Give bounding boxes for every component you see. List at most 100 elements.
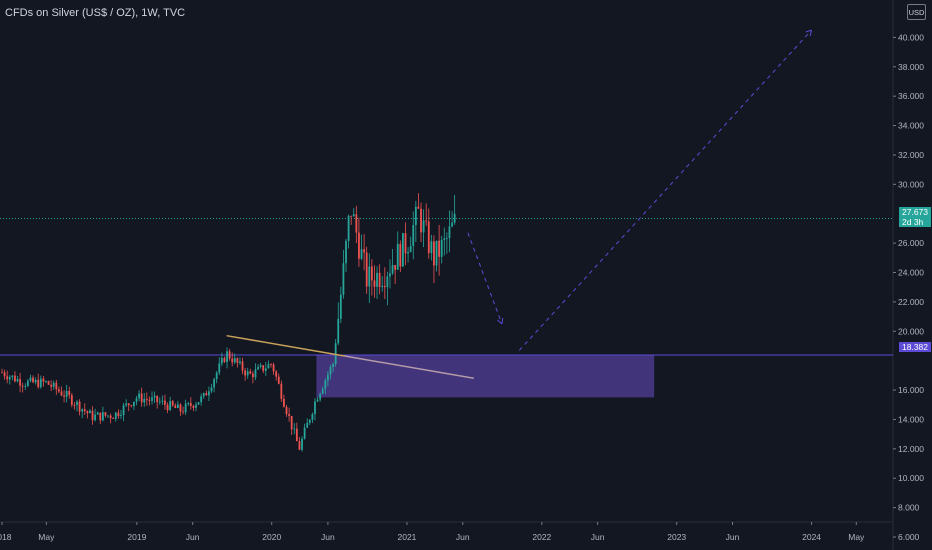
candle-body [8, 377, 11, 380]
candle-body [91, 410, 94, 421]
candle-body [368, 266, 371, 287]
candle-body [184, 403, 187, 413]
demand-zone-group [316, 355, 655, 398]
candle-body [114, 412, 117, 419]
candle-body [226, 351, 228, 362]
candle-body [37, 379, 40, 388]
candle-body [259, 365, 262, 367]
candle-body [120, 415, 122, 416]
candle-body [153, 395, 156, 398]
candle-body [402, 233, 404, 267]
price-tick-label: 36.000 [898, 91, 924, 101]
candle-body [26, 380, 29, 386]
candle-body [283, 398, 285, 407]
candle-body [358, 232, 360, 259]
candle-body [83, 409, 86, 412]
candle-body [50, 384, 53, 387]
candle-body [321, 388, 324, 394]
last-price-value: 27.673 [902, 207, 928, 217]
candle-body [391, 265, 394, 274]
candle-body [3, 372, 6, 377]
candle-body [427, 221, 430, 254]
time-axis[interactable]: 2018 May 2019 Jun 2020 Jun 2021 Jun 2022 Jun 2023 J… [0, 522, 865, 542]
candle-body [138, 393, 140, 399]
candle-body [334, 343, 337, 364]
candle-body [337, 318, 340, 344]
candle-body [332, 363, 334, 368]
currency-button[interactable]: USD [907, 4, 926, 20]
time-tick-label: Jun [591, 532, 605, 542]
candle-body [63, 395, 65, 397]
candle-body [143, 398, 146, 403]
bar-countdown: 2d 3h [902, 217, 924, 227]
candle-body [236, 358, 239, 363]
candle-body [453, 213, 456, 223]
demand-zone-rect[interactable] [316, 355, 655, 398]
candle-body [78, 401, 81, 412]
candle-body [223, 357, 226, 362]
candle-body [215, 372, 218, 380]
candle-body [34, 379, 37, 383]
candle-body [76, 401, 78, 406]
price-tick-label: 8.000 [898, 503, 920, 513]
candle-body [158, 401, 161, 403]
candle-body [345, 240, 347, 264]
time-tick-label: Jun [186, 532, 200, 542]
time-tick-label: 2021 [398, 532, 417, 542]
candle-body [42, 378, 45, 382]
candle-body [205, 393, 208, 396]
candle-body [228, 351, 231, 359]
trendline-segment[interactable] [345, 355, 474, 380]
price-tick-label: 38.000 [898, 62, 924, 72]
price-tick-label: 34.000 [898, 121, 924, 131]
candle-body [329, 367, 332, 375]
projection-path-segment[interactable] [518, 29, 812, 351]
candle-body [311, 414, 314, 420]
candle-body [339, 294, 342, 319]
time-tick-label: 2020 [262, 532, 281, 542]
candle-body [29, 377, 32, 381]
trendline-segment[interactable] [226, 334, 346, 357]
candle-body [386, 276, 389, 288]
candle-body [70, 395, 73, 405]
candle-body [179, 404, 182, 412]
candle-body [262, 365, 265, 371]
candle-body [254, 369, 257, 378]
candle-body [412, 225, 415, 247]
time-tick-label: 2019 [127, 532, 146, 542]
projection-arrowhead [805, 29, 812, 33]
candle-body [407, 251, 409, 254]
candle-body [378, 272, 381, 288]
candle-body [140, 393, 143, 403]
price-axis[interactable]: 40.000 38.000 36.000 34.000 32.000 30.000 26.0… [893, 32, 924, 542]
projection-path-segment[interactable] [467, 232, 503, 325]
candle-body [169, 401, 172, 411]
last-price-badge: 27.673 2d 3h [899, 207, 931, 227]
candle-body [107, 415, 109, 417]
candle-body [187, 403, 190, 404]
candle-body [112, 418, 115, 419]
candle-body [298, 441, 301, 450]
candle-body [145, 398, 148, 400]
candle-body [99, 412, 102, 421]
candle-body [117, 412, 120, 416]
candle-body [96, 412, 99, 415]
candle-body [58, 389, 60, 392]
candle-body [440, 239, 443, 257]
candle-body [389, 273, 391, 277]
candle-body [47, 381, 50, 385]
candle-body [277, 376, 280, 384]
drawings-group [226, 29, 813, 380]
candle-body [197, 402, 200, 405]
candle-body [451, 222, 453, 227]
candle-body [202, 393, 205, 397]
candle-body [257, 366, 259, 370]
candle-body [308, 419, 311, 423]
candle-body [394, 265, 397, 270]
candle-body [39, 378, 42, 388]
candle-body [19, 379, 22, 386]
candle-body [156, 395, 159, 403]
candle-body [327, 374, 329, 381]
